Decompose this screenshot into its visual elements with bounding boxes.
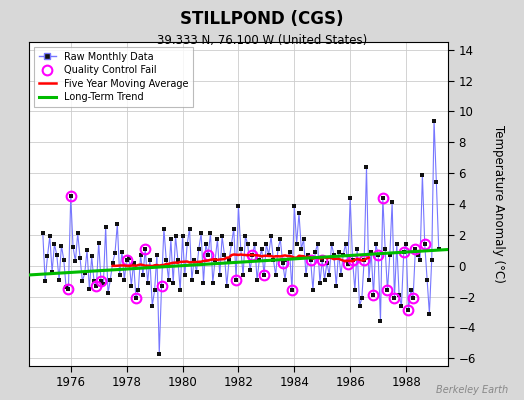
Legend: Raw Monthly Data, Quality Control Fail, Five Year Moving Average, Long-Term Tren: Raw Monthly Data, Quality Control Fail, …: [34, 47, 193, 107]
Text: Berkeley Earth: Berkeley Earth: [436, 385, 508, 395]
Text: 39.333 N, 76.100 W (United States): 39.333 N, 76.100 W (United States): [157, 34, 367, 47]
Text: STILLPOND (CGS): STILLPOND (CGS): [180, 10, 344, 28]
Y-axis label: Temperature Anomaly (°C): Temperature Anomaly (°C): [493, 125, 506, 283]
